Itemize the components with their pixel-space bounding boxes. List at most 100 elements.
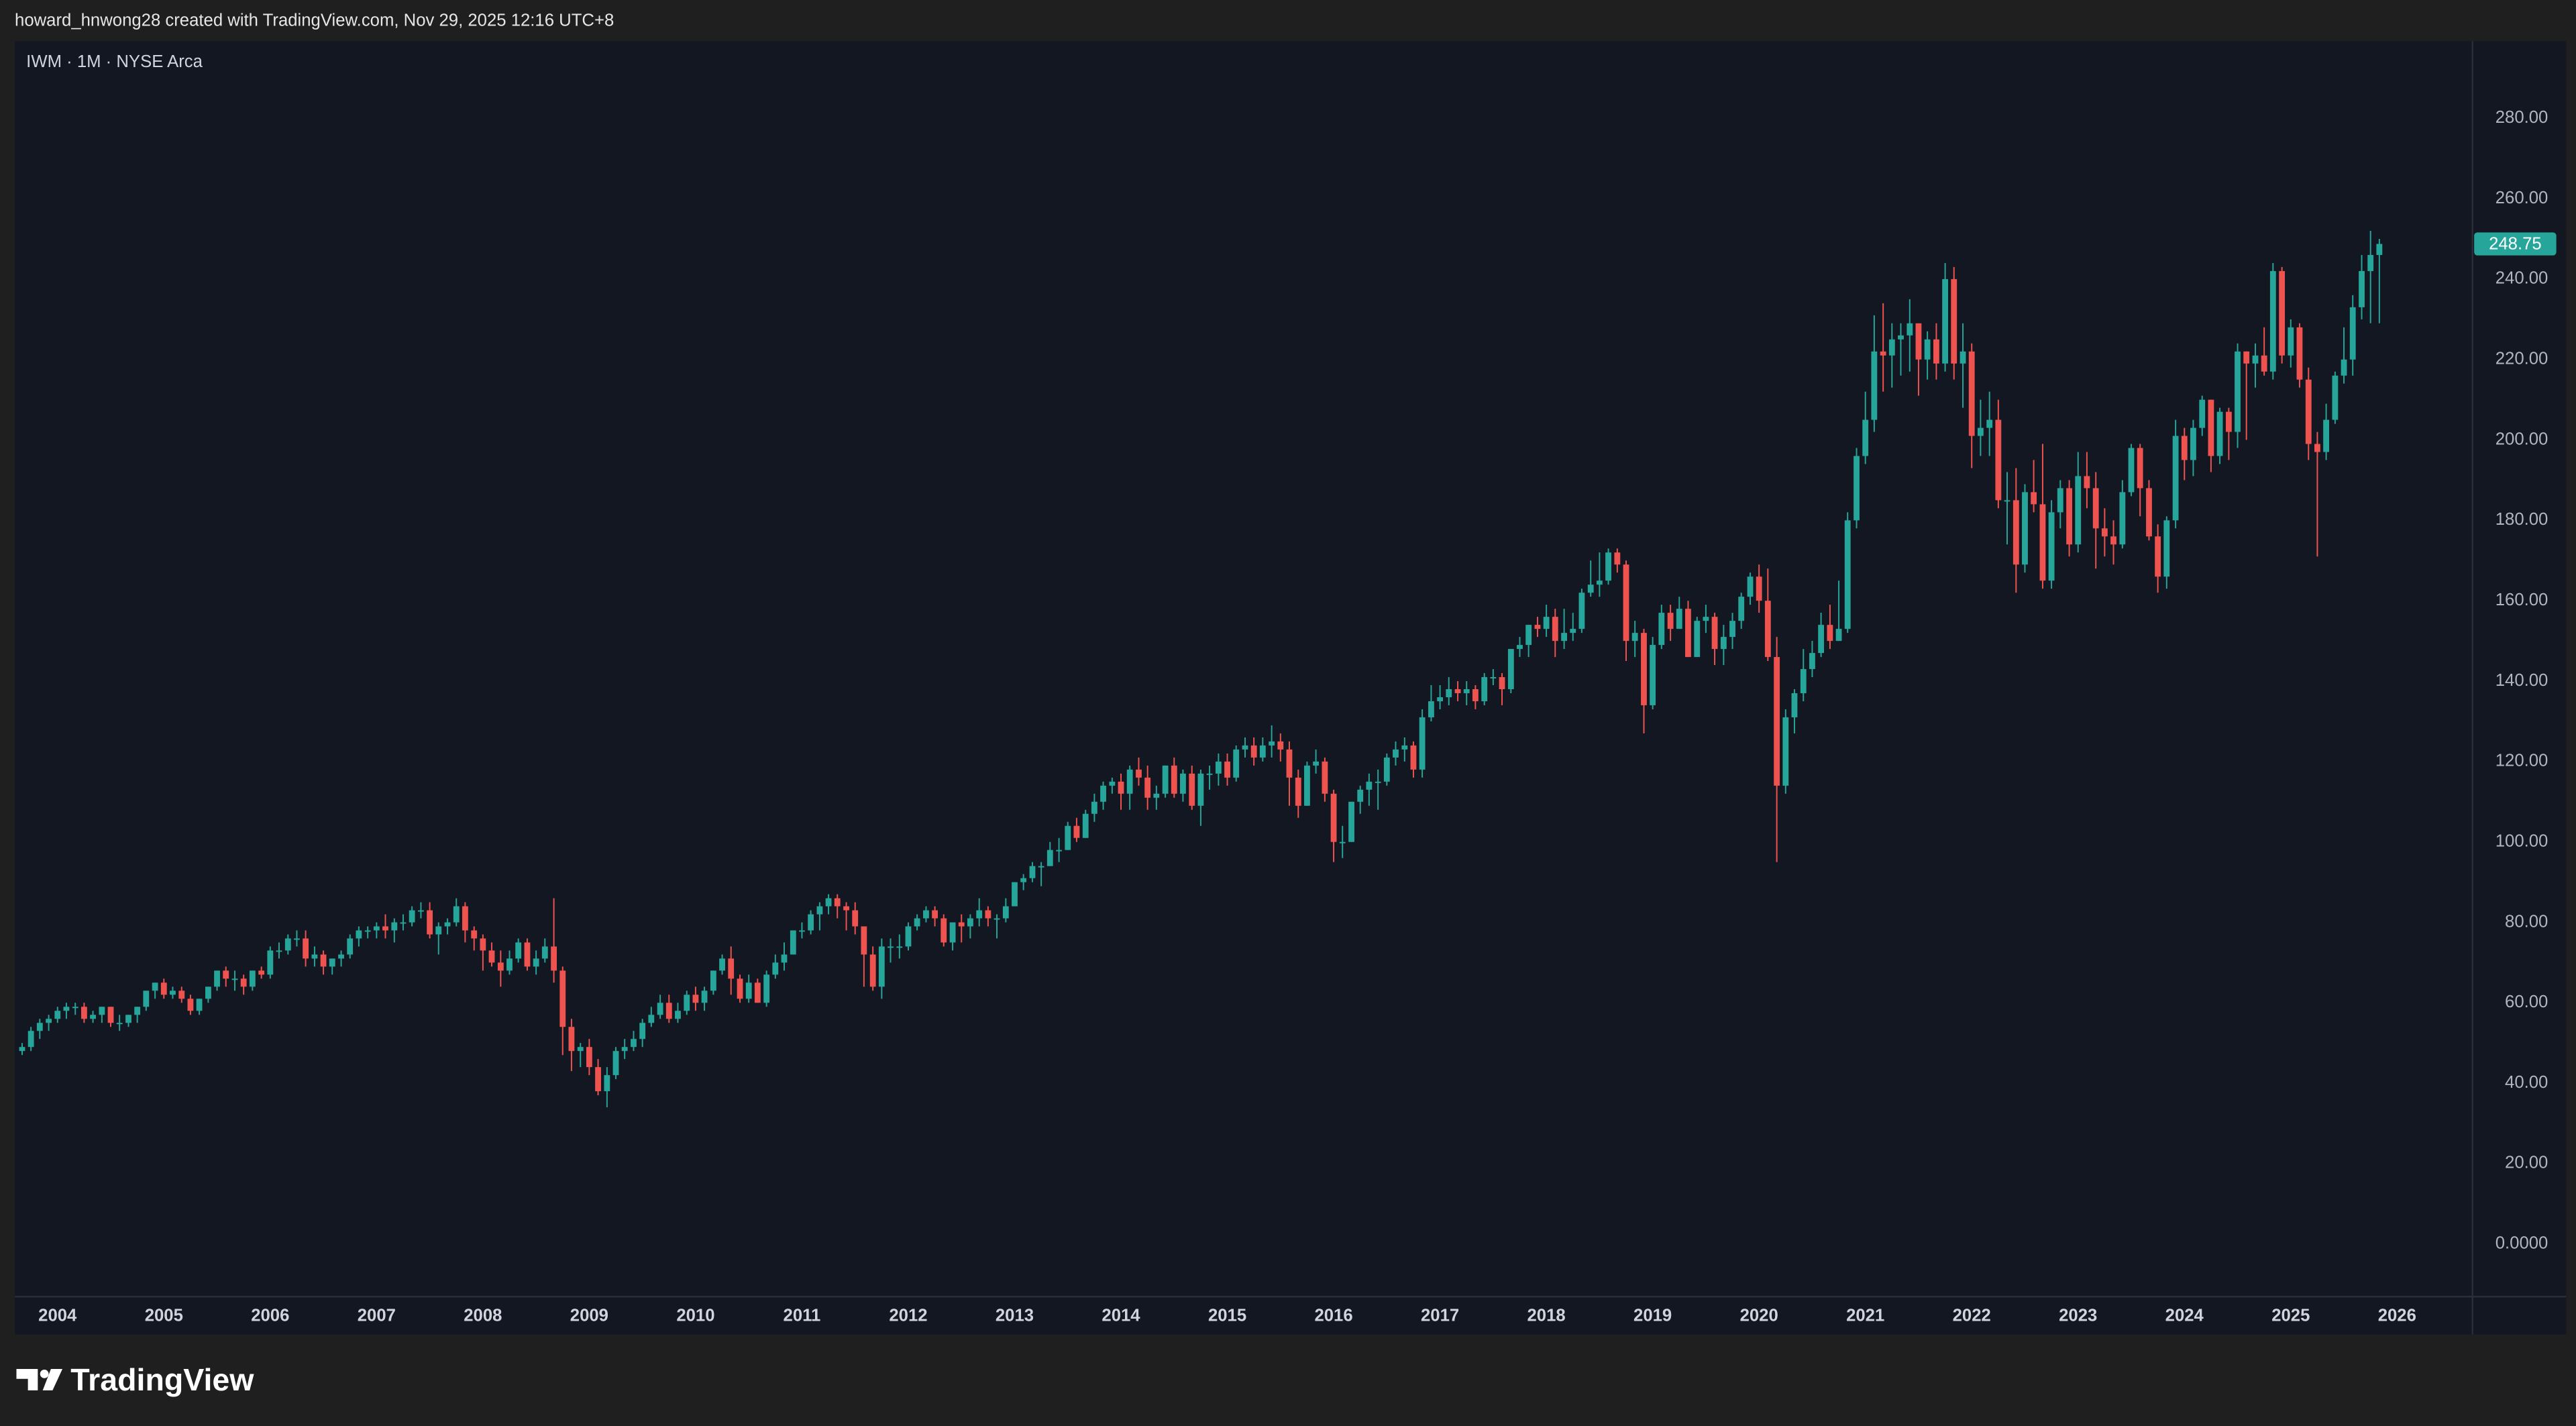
candle-body [152, 982, 158, 991]
candle-body [2146, 488, 2152, 537]
candle-body [737, 978, 743, 999]
candle-body [1357, 789, 1364, 802]
candle-body [1118, 781, 1124, 794]
x-tick-label: 2020 [1740, 1306, 1778, 1325]
candle-body [1854, 456, 1860, 521]
candle-body [2092, 488, 2099, 529]
x-tick-label: 2024 [2165, 1306, 2204, 1325]
candle-body [1517, 645, 1523, 650]
candle-body [621, 1047, 628, 1052]
candle-body [1259, 745, 1266, 758]
candle-body [1924, 339, 1931, 360]
candle-body [187, 999, 194, 1011]
candle-body [2181, 436, 2188, 460]
candle-body [1756, 576, 1762, 601]
y-tick-label: 20.00 [2505, 1154, 2548, 1172]
y-tick-label: 140.00 [2496, 671, 2548, 690]
candle-body [631, 1039, 637, 1048]
candle-body [303, 938, 309, 959]
x-tick-label: 2006 [251, 1306, 289, 1325]
candle-body [1073, 825, 1080, 838]
candle-body [2349, 307, 2356, 360]
candle-body [1782, 717, 1789, 786]
candle-body [2031, 492, 2037, 505]
candle-body [2048, 512, 2055, 581]
candle-body [1126, 769, 1133, 794]
candle-body [1623, 564, 1629, 642]
candle-body [595, 1067, 601, 1092]
candle-body [294, 938, 300, 940]
candle-body [1650, 645, 1656, 705]
last-price-box [2474, 232, 2557, 256]
candle-body [745, 982, 752, 999]
candle-body [267, 950, 274, 975]
candle-body [1729, 621, 1735, 638]
candle-body [1534, 625, 1541, 629]
candle-body [1570, 629, 1576, 633]
candle-body [178, 990, 185, 999]
candle-body [763, 974, 770, 1003]
candle-body [1215, 761, 1222, 774]
candle-body [214, 970, 220, 987]
candle-body [825, 898, 832, 907]
candle-body [80, 1007, 87, 1019]
candle-body [90, 1015, 96, 1019]
candle-body [1951, 278, 1957, 364]
candle-body [2110, 536, 2116, 545]
candle-body [320, 954, 327, 967]
candle-body [170, 990, 176, 995]
candle-body [471, 930, 478, 939]
candle-body [2261, 355, 2267, 372]
candle-body [400, 922, 407, 924]
candle-body [958, 922, 965, 927]
candle-body [1269, 741, 1275, 746]
y-tick-label: 180.00 [2496, 510, 2548, 529]
candle-body [28, 1031, 34, 1048]
candle-body [1153, 793, 1160, 798]
candle-body [1995, 419, 2002, 501]
candle-body [1977, 427, 1984, 436]
candle-body [1224, 761, 1230, 778]
candle-body [1800, 669, 1807, 693]
y-tick-label: 240.00 [2496, 269, 2548, 288]
candle-body [2314, 444, 2320, 452]
candle-body [701, 990, 708, 1003]
x-tick-label: 2004 [38, 1306, 77, 1325]
candle-body [1676, 609, 1682, 629]
candle-body [1986, 419, 1993, 428]
candle-body [888, 946, 894, 948]
candle-body [2163, 520, 2170, 577]
candle-body [1933, 339, 1939, 364]
candle-body [967, 918, 973, 927]
candle-body [719, 958, 725, 971]
candle-body [1711, 617, 1718, 650]
candle-body [453, 906, 460, 923]
candle-body [1109, 781, 1116, 786]
candle-body [551, 946, 557, 971]
candle-body [586, 1047, 592, 1068]
candle-body [852, 910, 859, 927]
candle-body [568, 1027, 575, 1052]
candle-body [1428, 701, 1434, 717]
candle-body [1393, 749, 1399, 758]
x-tick-label: 2005 [145, 1306, 183, 1325]
candle-body [2022, 492, 2028, 565]
candle-body [1764, 601, 1771, 658]
candle-body [1171, 765, 1177, 794]
candle-body [382, 926, 388, 931]
candle-body [1685, 609, 1691, 658]
candle-body [1738, 597, 1745, 621]
candle-body [497, 962, 504, 971]
candle-body [1419, 717, 1426, 770]
x-tick-label: 2015 [1208, 1306, 1246, 1325]
candle-body [1631, 633, 1638, 642]
candle-body [923, 910, 929, 919]
y-tick-label: 80.00 [2505, 912, 2548, 931]
candle-body [1366, 781, 1373, 790]
candle-body [347, 938, 354, 955]
x-tick-label: 2012 [889, 1306, 927, 1325]
candle-body [1898, 335, 1904, 340]
candle-body [2243, 351, 2250, 364]
candle-body [1818, 625, 1824, 654]
candle-body [577, 1047, 584, 1052]
